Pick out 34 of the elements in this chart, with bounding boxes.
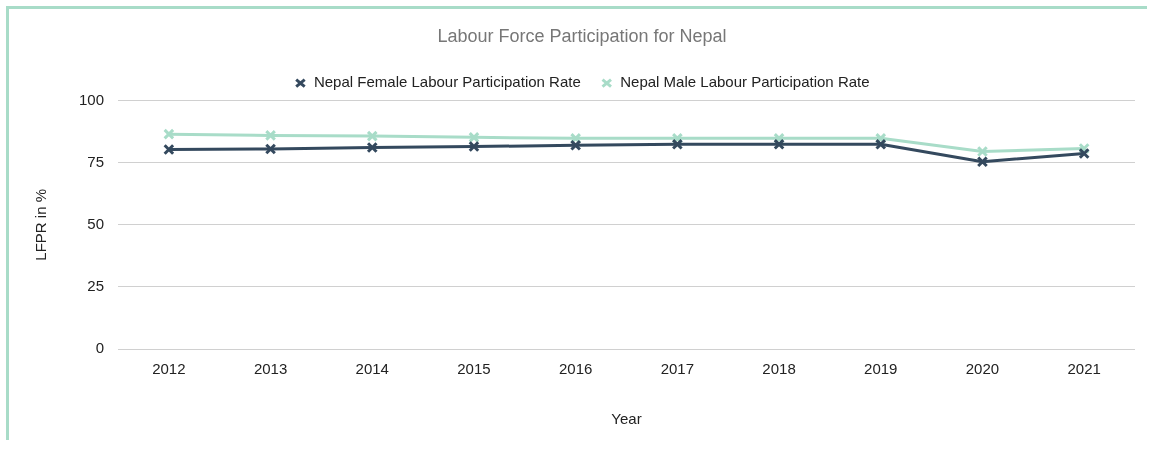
chart-title: Labour Force Participation for Nepal bbox=[437, 25, 727, 46]
point bbox=[163, 128, 175, 140]
point bbox=[163, 143, 175, 156]
point bbox=[264, 143, 277, 155]
point bbox=[366, 130, 379, 142]
x-tick-label: 2012 bbox=[152, 360, 186, 378]
point bbox=[875, 138, 887, 151]
y-tick-label: 25 bbox=[87, 277, 105, 295]
point bbox=[264, 129, 277, 142]
x-axis-title: Year bbox=[611, 410, 642, 428]
y-tick-label: 75 bbox=[87, 152, 105, 170]
point bbox=[366, 141, 379, 154]
x-tick-label: 2020 bbox=[965, 360, 1000, 378]
point bbox=[976, 155, 989, 168]
y-tick-label: 100 bbox=[79, 90, 105, 108]
x-tick-label: 2015 bbox=[457, 360, 491, 378]
legend-label: Nepal Female Labour Participation Rate bbox=[313, 73, 581, 91]
point bbox=[976, 145, 989, 158]
x-tick-label: 2013 bbox=[253, 360, 288, 378]
point bbox=[569, 139, 582, 152]
point bbox=[773, 138, 785, 151]
y-axis-title: LFPR in % bbox=[32, 188, 50, 261]
x-tick-label: 2016 bbox=[558, 360, 593, 378]
x-tick-label: 2021 bbox=[1067, 360, 1101, 378]
x-tick-label: 2019 bbox=[864, 360, 898, 378]
legend-label: Nepal Male Labour Participation Rate bbox=[620, 73, 870, 91]
x-tick-label: 2014 bbox=[355, 360, 389, 378]
point bbox=[1078, 147, 1090, 160]
point bbox=[468, 140, 480, 153]
x-tick-label: 2017 bbox=[660, 360, 695, 378]
point bbox=[671, 138, 684, 151]
x-tick-label: 2018 bbox=[762, 360, 796, 378]
y-tick-label: 0 bbox=[95, 339, 105, 357]
y-tick-label: 50 bbox=[87, 214, 105, 232]
